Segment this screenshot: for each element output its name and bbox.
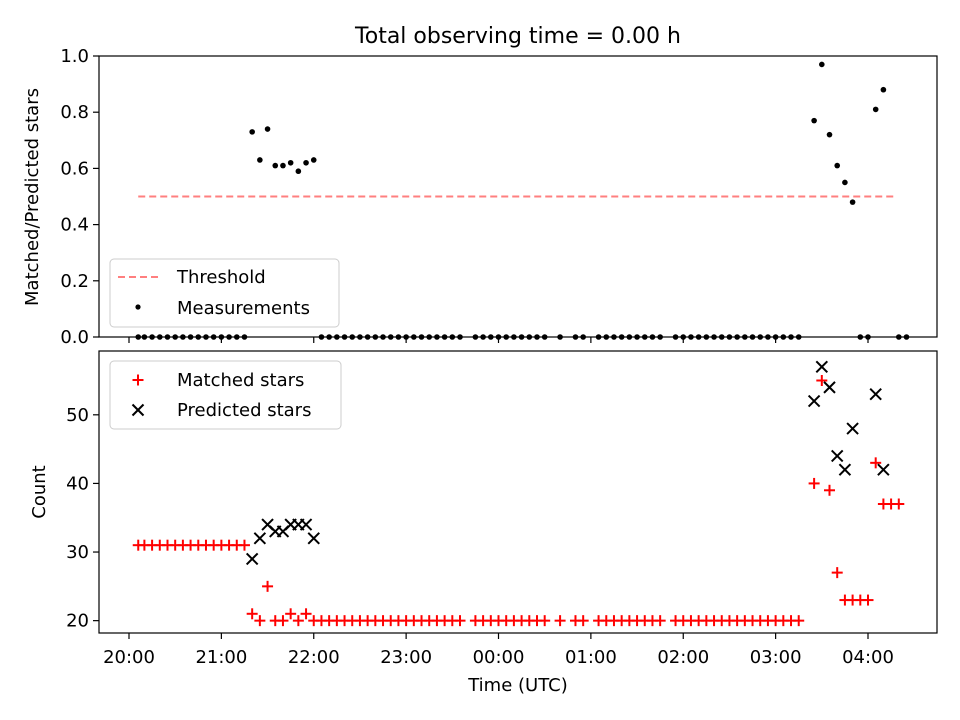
measurement-point <box>310 157 317 163</box>
matched-star-point <box>454 615 466 627</box>
count-y-axis-label: Count <box>29 465 50 518</box>
matched-star-point <box>808 477 820 489</box>
predicted-star-point <box>307 532 320 545</box>
measurement-point <box>257 157 263 163</box>
x-tick-label: 01:00 <box>565 647 617 668</box>
legend-measurements-swatch <box>135 304 141 310</box>
x-tick-label: 20:00 <box>103 647 155 668</box>
legend-measurements-label: Measurements <box>177 298 310 319</box>
matched-star-point <box>824 484 836 496</box>
count-legend: Matched stars Predicted stars <box>109 360 342 430</box>
matched-star-point <box>539 615 551 627</box>
matched-star-point <box>246 608 258 620</box>
measurement-point <box>872 106 879 113</box>
matched-star-point <box>554 615 566 627</box>
matched-star-point <box>793 615 805 627</box>
x-tick-label: 04:00 <box>842 647 894 668</box>
matched-star-point <box>577 615 589 627</box>
ratio-y-tick-label: 0.0 <box>60 327 89 348</box>
matched-star-point <box>831 567 843 579</box>
ratio-y-tick-label: 1.0 <box>60 46 89 67</box>
count-plot-frame <box>98 350 938 634</box>
count-y-tick-label: 40 <box>66 473 89 494</box>
predicted-star-point <box>807 394 821 408</box>
ratio-plot-frame <box>98 55 938 338</box>
legend-predicted-label: Predicted stars <box>177 400 311 421</box>
matched-star-point <box>862 594 874 606</box>
legend-matched-marker <box>132 374 144 386</box>
measurement-point <box>834 162 841 169</box>
matched-star-point <box>816 375 828 387</box>
count-panel: 20 30 40 50 20:00 21:00 22:00 23:00 00:00 01:00 0… <box>29 350 938 696</box>
legend-matched-swatch <box>132 374 144 386</box>
ratio-y-tick-label: 0.8 <box>60 102 89 123</box>
matched-star-point <box>893 498 905 510</box>
ratio-y-axis-label: Matched/Predicted stars <box>22 88 43 306</box>
ratio-legend: Threshold Measurements <box>109 258 340 328</box>
count-legend-box <box>109 360 342 430</box>
measurement-point <box>849 199 856 205</box>
matched-star-point <box>262 580 274 592</box>
ratio-legend-box <box>109 258 340 328</box>
measurement-point <box>819 61 825 68</box>
matched-star-point <box>285 608 297 620</box>
x-axis-label: Time (UTC) <box>467 675 568 696</box>
ratio-panel: 0.0 0.2 0.4 0.6 0.8 1.0 Matched/Predicted sta… <box>22 46 938 348</box>
matched-star-point <box>870 457 882 469</box>
chart-title: Total observing time = 0.00 h <box>354 24 681 49</box>
legend-predicted-marker <box>131 403 145 417</box>
predicted-star-point <box>869 388 882 401</box>
measurement-point <box>287 159 294 166</box>
count-y-tick-label: 30 <box>66 542 89 563</box>
matched-star-point <box>277 615 289 627</box>
legend-matched-label: Matched stars <box>177 370 304 391</box>
measurement-point <box>264 126 271 132</box>
predicted-star-point <box>815 360 829 373</box>
measurement-point <box>272 162 279 169</box>
predicted-star-point <box>846 422 859 435</box>
predicted-star-point <box>245 552 259 566</box>
measurement-point <box>842 179 848 186</box>
matched-star-point <box>254 615 266 627</box>
x-tick-label: 21:00 <box>195 647 247 668</box>
x-tick-label: 02:00 <box>657 647 709 668</box>
ratio-y-tick-label: 0.6 <box>60 158 89 179</box>
legend-predicted-swatch <box>131 403 145 417</box>
ratio-y-tick-label: 0.4 <box>60 215 89 236</box>
x-tick-label: 22:00 <box>288 647 340 668</box>
measurement-point <box>880 86 887 93</box>
predicted-star-point <box>831 449 844 463</box>
matched-star-point <box>238 539 250 551</box>
matched-star-point <box>654 615 666 627</box>
predicted-star-point <box>253 532 267 545</box>
predicted-star-point <box>823 381 836 394</box>
matched-star-point <box>292 615 304 627</box>
predicted-star-point <box>299 518 313 531</box>
matched-star-point <box>300 608 312 620</box>
measurement-point <box>303 159 309 166</box>
measurement-point <box>295 168 302 175</box>
measurement-point <box>280 162 286 169</box>
measurement-point <box>811 117 817 124</box>
measurement-point <box>826 131 833 138</box>
count-y-tick-label: 20 <box>66 611 89 632</box>
predicted-star-point <box>838 463 852 476</box>
predicted-star-point <box>877 463 890 476</box>
measurement-point <box>249 129 255 135</box>
count-y-tick-label: 50 <box>66 405 89 426</box>
x-tick-label: 00:00 <box>473 647 525 668</box>
ratio-y-tick-label: 0.2 <box>60 271 89 292</box>
legend-threshold-label: Threshold <box>176 267 266 288</box>
x-tick-label: 23:00 <box>380 647 432 668</box>
x-tick-label: 03:00 <box>750 647 802 668</box>
